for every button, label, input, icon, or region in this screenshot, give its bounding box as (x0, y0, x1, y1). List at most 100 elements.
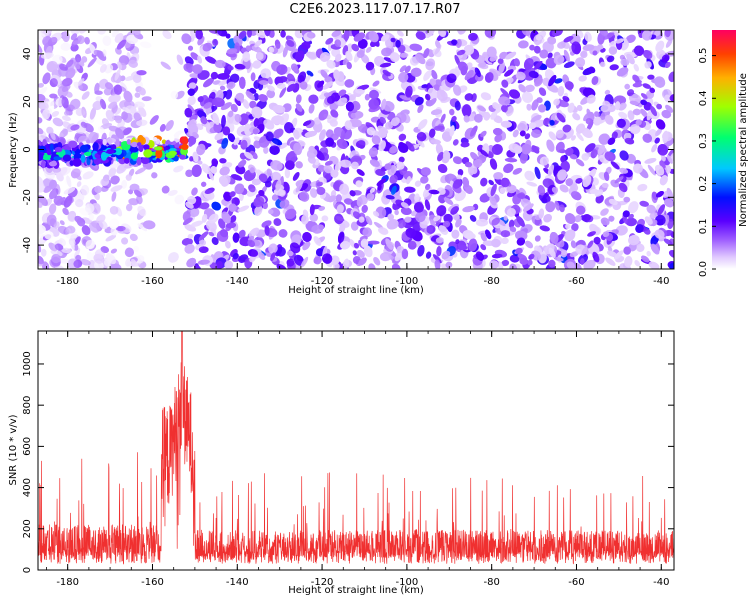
heatmap-cell (52, 166, 61, 173)
heatmap-cell (484, 57, 493, 65)
heatmap-cell (543, 117, 550, 126)
heatmap-cell (309, 204, 315, 216)
heatmap-cell (280, 30, 286, 38)
heatmap-cell (319, 129, 326, 141)
heatmap-cell (548, 259, 556, 268)
heatmap-cell (340, 129, 346, 141)
heatmap-cell (371, 135, 381, 145)
heatmap-cell (353, 242, 359, 249)
heatmap-cell (49, 78, 58, 88)
heatmap-cell (54, 243, 64, 251)
heatmap-cell (452, 156, 463, 165)
x-tick-label: -180 (56, 276, 79, 287)
heatmap-cell (336, 138, 348, 149)
heatmap-cell (399, 52, 409, 58)
colorbar-gradient (712, 30, 736, 269)
heatmap-cell (335, 53, 342, 62)
heatmap-cell (500, 88, 510, 98)
heatmap-cell (434, 259, 441, 269)
heatmap-cell (316, 186, 326, 196)
heatmap-cell (516, 237, 526, 246)
heatmap-cell (564, 229, 576, 242)
heatmap-cell (593, 236, 601, 245)
heatmap-cell (597, 144, 606, 156)
heatmap-cell (306, 32, 316, 39)
heatmap-cell (38, 175, 44, 186)
heatmap-cell (553, 54, 565, 65)
heatmap-cell (187, 196, 197, 205)
heatmap-cell (474, 73, 484, 82)
heatmap-cell (80, 121, 88, 129)
heatmap-cell (356, 49, 365, 59)
heatmap-cell (110, 175, 120, 185)
heatmap-cell (470, 151, 479, 161)
heatmap-signal-cell (49, 143, 54, 153)
heatmap-cell (59, 63, 68, 71)
heatmap-cell (590, 149, 598, 159)
heatmap-cell (165, 119, 174, 132)
heatmap-cell (363, 245, 373, 258)
heatmap-cell (505, 51, 517, 60)
heatmap-cell (655, 191, 665, 198)
heatmap-cell (304, 130, 317, 138)
heatmap-cell (250, 72, 256, 82)
heatmap-cell (121, 179, 128, 189)
heatmap-cell (565, 147, 574, 156)
heatmap-cell (345, 101, 355, 112)
heatmap-cell (503, 163, 514, 174)
heatmap-cell (394, 252, 403, 262)
heatmap-cell (121, 111, 128, 121)
heatmap-cell (644, 158, 657, 164)
heatmap-cell (592, 251, 600, 263)
heatmap-cell (339, 183, 350, 195)
heatmap-cell (524, 170, 536, 181)
heatmap-signal-cell (141, 157, 150, 165)
heatmap-cell (300, 256, 309, 268)
heatmap-cell (566, 261, 575, 269)
heatmap-cell (554, 200, 560, 211)
x-tick-label: -140 (226, 276, 249, 287)
heatmap-cell (548, 247, 556, 258)
heatmap-cell (668, 71, 674, 83)
heatmap-cell (238, 30, 247, 40)
heatmap-cell (461, 104, 472, 118)
heatmap-cell (560, 160, 571, 173)
heatmap-cell (355, 88, 365, 94)
heatmap-cell (415, 211, 426, 223)
heatmap-cell (356, 249, 365, 258)
heatmap-cell (299, 81, 308, 90)
heatmap-signal-cell (54, 146, 63, 153)
heatmap-cell (47, 37, 58, 46)
colorbar-tick-label: 0.1 (698, 218, 709, 234)
heatmap-cell (464, 93, 474, 101)
heatmap-cell (228, 110, 234, 118)
heatmap-cell (607, 137, 616, 145)
heatmap-cell (600, 109, 611, 120)
heatmap-cell (524, 133, 531, 140)
heatmap-cell (369, 159, 380, 167)
heatmap-cell (491, 253, 503, 259)
heatmap-cell (665, 38, 673, 48)
heatmap-cell (626, 89, 635, 97)
heatmap-cell (65, 59, 74, 68)
heatmap-cell (610, 161, 620, 170)
heatmap-cell (137, 205, 147, 217)
heatmap-cell (422, 186, 432, 198)
heatmap-cell (251, 106, 263, 119)
heatmap-cell (352, 100, 361, 111)
heatmap-cell (228, 203, 237, 212)
heatmap-cell (133, 112, 141, 122)
heatmap-cell (365, 61, 375, 71)
heatmap-cell (457, 30, 462, 35)
snr-y-ticks: 0 200 400 600 800 1000 (22, 351, 674, 573)
heatmap-cell (253, 93, 259, 101)
heatmap-cell (123, 90, 133, 103)
heatmap-cell (268, 46, 275, 53)
heatmap-cell (233, 137, 240, 146)
heatmap-cell (219, 166, 230, 176)
heatmap-cell (270, 252, 276, 262)
heatmap-cell (42, 177, 55, 188)
heatmap-cell (232, 232, 240, 243)
heatmap-cell (379, 116, 387, 124)
